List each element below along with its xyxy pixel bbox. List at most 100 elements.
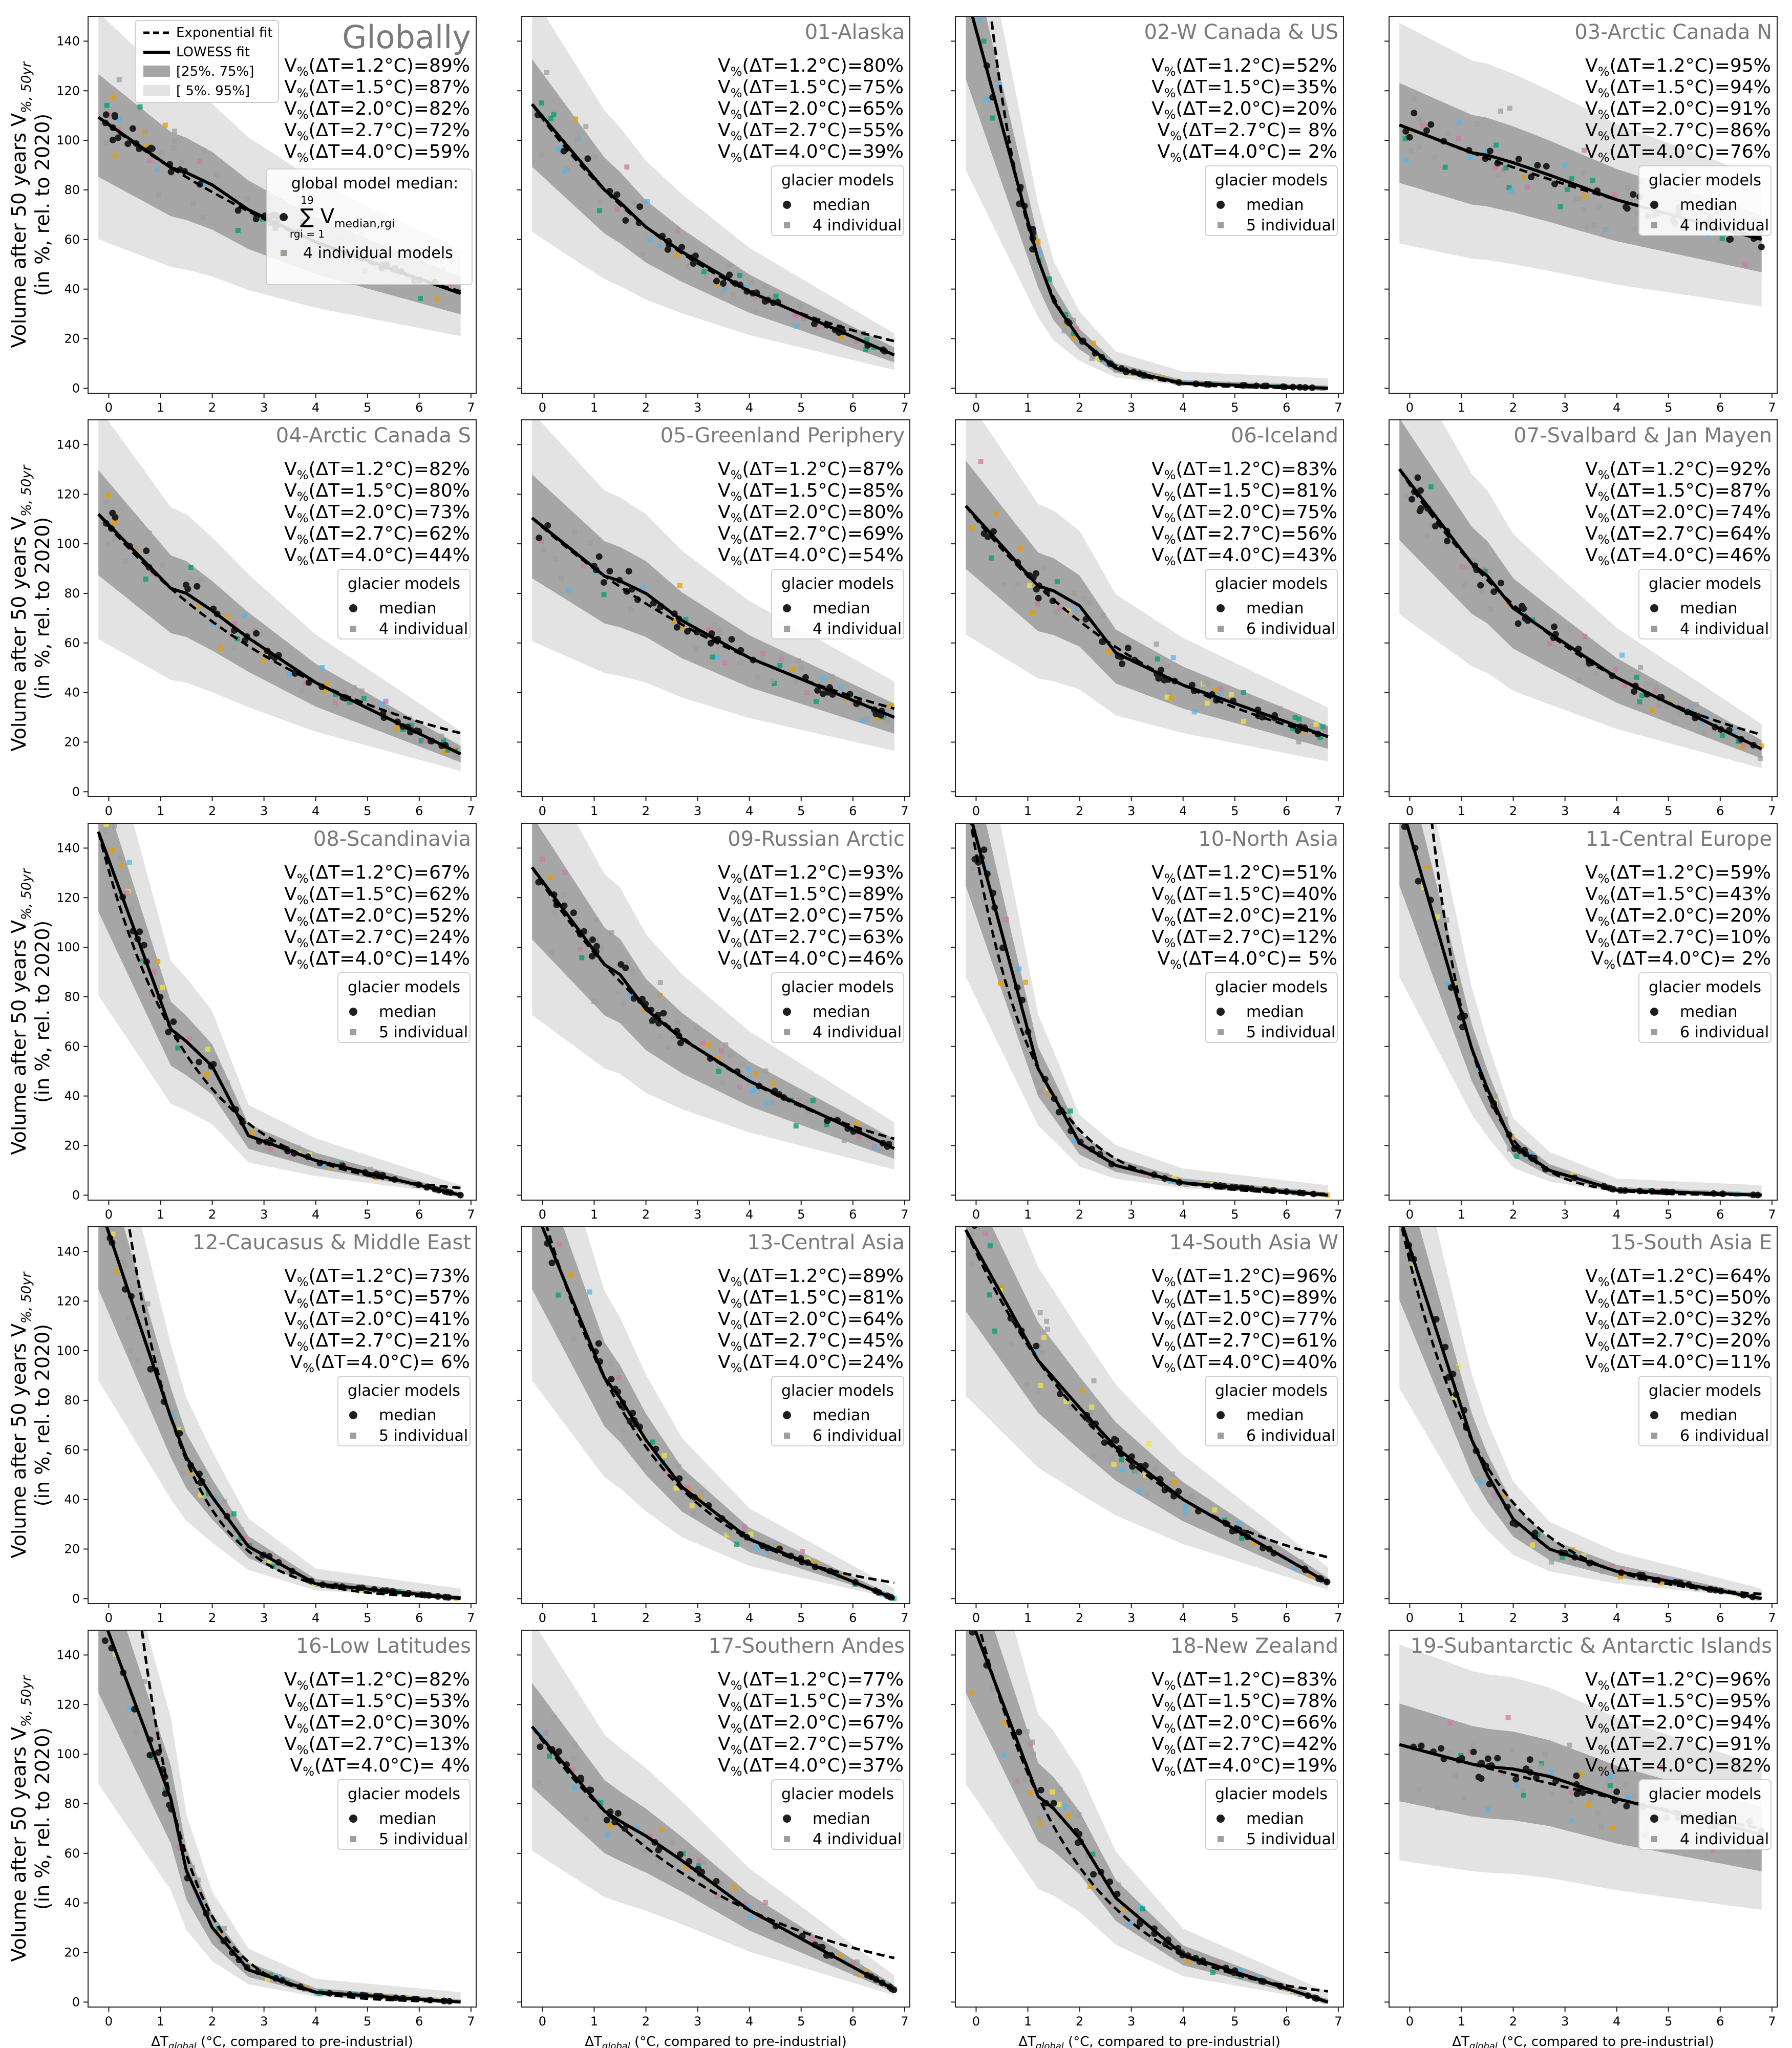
individual-point: [634, 1825, 640, 1831]
individual-point: [134, 545, 139, 551]
stat-rest: (ΔT=4.0°C)= 6%: [314, 1352, 470, 1373]
legend-box: [771, 165, 904, 236]
individual-point: [1471, 558, 1477, 564]
individual-point: [547, 1753, 552, 1759]
individual-point: [694, 646, 699, 652]
exponential-fit-line: [97, 831, 461, 1189]
individual-point: [544, 70, 549, 75]
stat-label: V%(ΔT=4.0°C)=24%: [718, 1352, 904, 1375]
stat-v: V: [284, 1712, 297, 1733]
individual-point: [973, 1192, 978, 1197]
x-tick-label: 6: [1716, 1611, 1724, 1625]
x-tick-label: 1: [157, 804, 164, 818]
stat-rest: (ΔT=2.0°C)=21%: [1176, 905, 1337, 926]
stat-sub: %: [1598, 914, 1610, 929]
legend-title: glacier models: [1649, 1785, 1761, 1803]
individual-point: [1507, 105, 1512, 111]
stat-sub: %: [297, 151, 309, 165]
individual-point: [1620, 1567, 1626, 1572]
individual-point: [795, 658, 801, 664]
x-tick-label: 5: [797, 1207, 805, 1222]
individual-point: [1459, 564, 1465, 570]
x-tick-label: 4: [312, 2014, 319, 2029]
x-tick-label: 0: [105, 2014, 113, 2029]
x-tick-label: 7: [901, 400, 908, 415]
stat-v: V: [1151, 927, 1164, 948]
individual-point: [627, 992, 633, 998]
panel-frame: [1389, 1630, 1778, 2008]
individual-point: [557, 1242, 562, 1247]
stat-rest: (ΔT=1.2°C)=80%: [742, 55, 904, 76]
individual-point: [716, 1069, 721, 1074]
stat-rest: (ΔT=4.0°C)=37%: [742, 1755, 904, 1776]
median-point: [1624, 205, 1631, 212]
individual-point: [1581, 170, 1587, 176]
individual-point: [1241, 718, 1246, 724]
individual-point: [797, 1097, 803, 1103]
individual-point: [150, 1755, 156, 1760]
x-tick-label: 5: [1231, 1611, 1239, 1625]
individual-point: [1217, 686, 1223, 692]
legend-individual-label: 6 individual: [1246, 620, 1335, 638]
individual-point: [1416, 1255, 1421, 1261]
legend-box: [135, 20, 279, 103]
stat-sub: %: [297, 532, 309, 547]
individual-point: [543, 1731, 549, 1736]
median-point: [1470, 1748, 1477, 1756]
individual-point: [1611, 192, 1617, 198]
individual-point: [1419, 119, 1425, 125]
individual-point: [829, 674, 835, 680]
individual-point: [833, 1959, 838, 1965]
individual-point: [888, 702, 893, 708]
median-point: [115, 134, 122, 141]
median-point: [719, 280, 727, 287]
individual-point: [1416, 115, 1422, 120]
x-tick-label: 5: [1231, 804, 1239, 818]
median-point: [136, 928, 143, 935]
legend-individual-marker: [1651, 1433, 1657, 1439]
band-5-95: [532, 823, 894, 1170]
stat-v: V: [1151, 1330, 1164, 1351]
individual-point: [620, 1428, 626, 1434]
individual-point: [1144, 1491, 1149, 1497]
stat-rest: (ΔT=1.5°C)=53%: [309, 1691, 470, 1712]
individual-point: [1133, 1468, 1139, 1474]
individual-point: [1037, 1310, 1043, 1315]
stat-rest: (ΔT=1.5°C)=81%: [742, 1287, 904, 1308]
individual-point: [726, 1530, 732, 1535]
legend-median-label: median: [1246, 1810, 1304, 1828]
individual-point: [1568, 1799, 1573, 1804]
median-point: [111, 112, 118, 119]
stat-rest: (ΔT=4.0°C)=59%: [309, 141, 470, 162]
x-tick-label: 0: [1406, 2014, 1414, 2029]
individual-point: [1028, 1790, 1033, 1796]
individual-point: [583, 124, 589, 130]
individual-point: [587, 1289, 592, 1295]
legend-individual-label: 4 individual: [813, 217, 902, 234]
individual-point: [793, 679, 799, 685]
panel-14: 0 1 2 3 4 5 6 714-South Asia WV%(ΔT=1.2°C)=96%V…: [951, 1192, 1344, 1625]
stat-v: V: [718, 927, 731, 948]
individual-point: [324, 682, 329, 688]
individual-point: [1453, 1375, 1459, 1380]
individual-point: [753, 294, 758, 300]
stat-v: V: [1151, 545, 1164, 566]
individual-point: [1507, 1146, 1512, 1152]
legend-median-label: median: [1680, 600, 1737, 617]
individual-point: [1548, 1559, 1554, 1565]
x-tick-label: 4: [1613, 2014, 1620, 2029]
stat-v: V: [718, 1755, 731, 1776]
individual-point: [547, 875, 553, 881]
median-point: [570, 909, 577, 916]
individual-point: [614, 206, 620, 212]
individual-point: [1514, 1154, 1520, 1159]
individual-point: [1160, 1946, 1165, 1951]
stat-label: V%(ΔT=2.7°C)=86%: [1585, 120, 1771, 143]
stat-sub: %: [1598, 871, 1610, 886]
individual-point: [1435, 1805, 1441, 1810]
band-5-95: [98, 1227, 461, 1599]
